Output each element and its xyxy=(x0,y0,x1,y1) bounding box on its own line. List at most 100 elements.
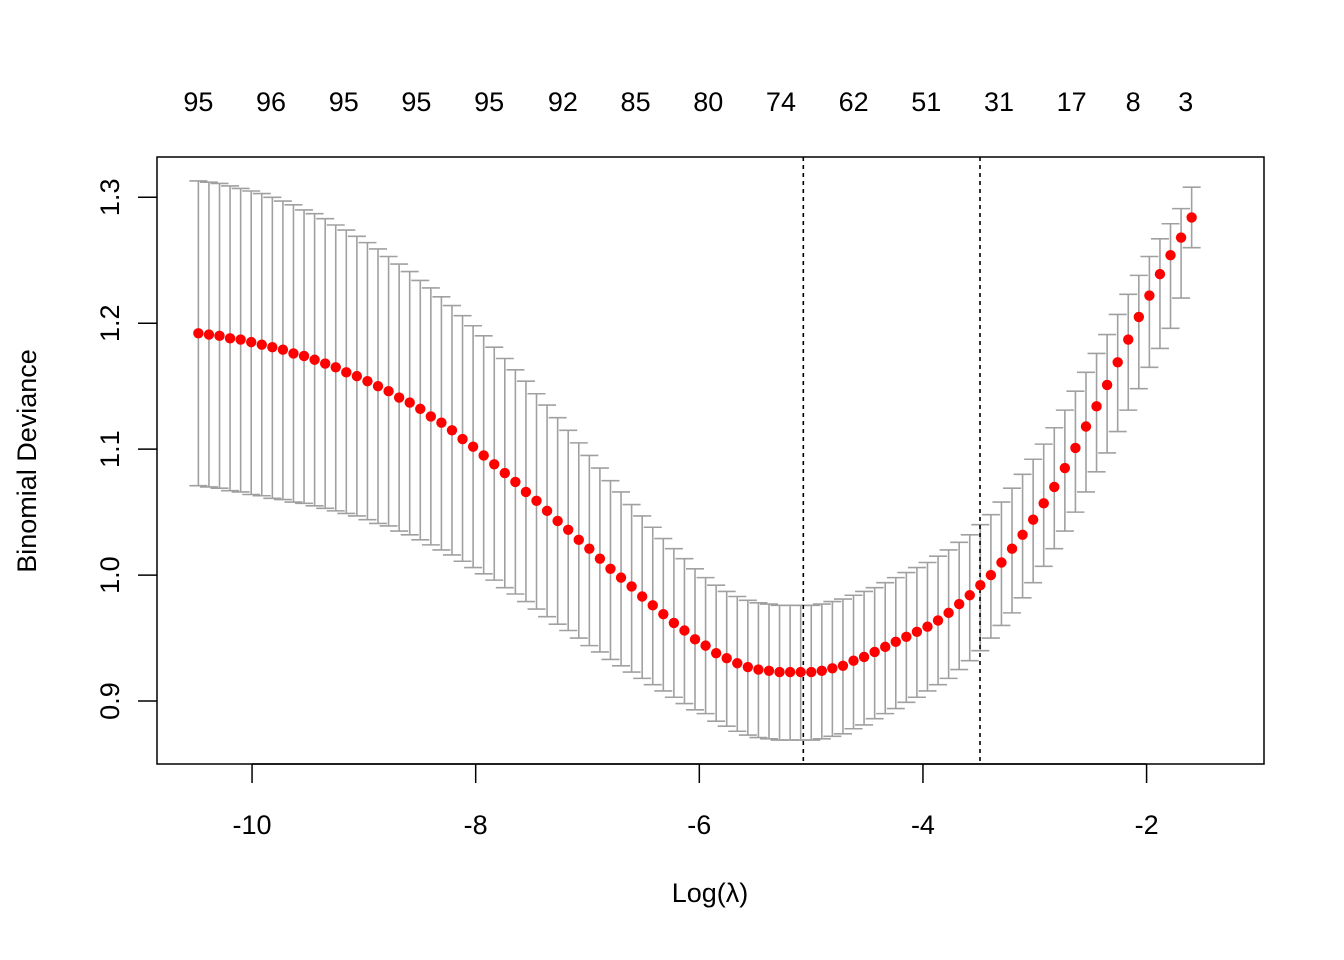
mean-point xyxy=(732,658,743,669)
mean-point xyxy=(922,621,933,632)
y-tick-label: 1.1 xyxy=(95,430,125,468)
mean-point xyxy=(1101,379,1113,391)
mean-point xyxy=(1017,529,1028,541)
errorbar-84 xyxy=(1076,371,1095,493)
top-count-label: 17 xyxy=(1057,87,1087,117)
mean-point xyxy=(415,403,426,415)
top-count-label: 95 xyxy=(329,87,359,117)
mean-point xyxy=(393,392,405,403)
mean-point xyxy=(594,553,606,564)
mean-point xyxy=(309,354,320,365)
mean-point xyxy=(806,666,817,678)
mean-point xyxy=(1070,442,1081,454)
mean-point xyxy=(848,655,859,666)
mean-point xyxy=(341,367,352,378)
mean-point xyxy=(816,665,828,677)
mean-point xyxy=(763,665,775,677)
mean-point xyxy=(911,626,923,637)
mean-point xyxy=(351,370,363,382)
mean-point xyxy=(531,495,542,506)
mean-point xyxy=(573,534,584,546)
top-count-label: 62 xyxy=(839,87,869,117)
mean-point xyxy=(214,330,225,342)
mean-point xyxy=(298,350,310,362)
x-tick-label: -10 xyxy=(233,810,272,840)
mean-point xyxy=(1144,290,1155,301)
y-tick-label: 1.0 xyxy=(95,556,125,594)
top-count-label: 95 xyxy=(474,87,504,117)
mean-point xyxy=(256,339,267,350)
y-tick-label: 1.2 xyxy=(95,304,125,342)
mean-point xyxy=(467,441,479,452)
mean-point xyxy=(721,653,732,664)
errorbar-93 xyxy=(1172,207,1191,299)
mean-point xyxy=(953,598,965,610)
top-count-label: 96 xyxy=(256,87,286,117)
mean-point xyxy=(1112,357,1123,368)
mean-point xyxy=(753,664,764,675)
mean-point xyxy=(615,572,627,583)
lambda-reference-lines xyxy=(802,157,981,764)
mean-point xyxy=(890,636,901,648)
errorbar-91 xyxy=(1150,238,1169,350)
x-tick-label: -4 xyxy=(911,810,935,840)
mean-point xyxy=(784,666,796,678)
mean-point xyxy=(541,505,553,517)
mean-point xyxy=(700,640,711,651)
mean-point xyxy=(404,397,415,408)
mean-point xyxy=(330,362,341,373)
mean-point xyxy=(1133,311,1145,323)
mean-point xyxy=(1175,232,1187,243)
mean-point xyxy=(372,380,384,392)
errorbar-90 xyxy=(1140,255,1159,369)
mean-point xyxy=(996,557,1007,568)
mean-point xyxy=(858,651,870,663)
mean-point xyxy=(1154,268,1166,280)
mean-point xyxy=(425,411,437,422)
top-count-label: 92 xyxy=(548,87,578,117)
mean-point xyxy=(319,358,331,369)
mean-point xyxy=(584,543,595,554)
mean-point xyxy=(246,336,257,348)
mean-point xyxy=(552,515,563,527)
mean-point xyxy=(636,591,648,602)
y-axis: 0.9 1.0 1.1 1.2 1.3 xyxy=(95,179,157,720)
mean-point xyxy=(837,660,849,671)
mean-point xyxy=(510,476,521,488)
mean-point xyxy=(679,625,690,636)
mean-point xyxy=(880,641,891,653)
mean-point xyxy=(499,467,511,479)
mean-point xyxy=(1165,250,1176,261)
mean-point xyxy=(943,607,954,619)
x-tick-label: -2 xyxy=(1135,810,1159,840)
mean-point xyxy=(489,459,500,470)
errorbar-86 xyxy=(1098,333,1117,454)
mean-point xyxy=(1186,212,1197,223)
x-axis-title: Log(λ) xyxy=(672,878,749,908)
mean-point xyxy=(689,634,701,645)
mean-point xyxy=(668,617,680,629)
mean-point xyxy=(658,608,669,620)
mean-point xyxy=(795,666,806,678)
mean-point xyxy=(1027,514,1039,525)
y-tick-label: 1.3 xyxy=(95,179,125,217)
mean-point xyxy=(203,329,215,340)
mean-point xyxy=(563,524,574,535)
top-count-label: 74 xyxy=(766,87,796,117)
mean-point xyxy=(436,417,447,428)
errorbar-85 xyxy=(1087,352,1106,473)
top-count-label: 3 xyxy=(1178,87,1193,117)
mean-point xyxy=(383,386,394,397)
mean-point xyxy=(520,486,532,498)
mean-point xyxy=(605,563,616,575)
top-count-label: 95 xyxy=(183,87,213,117)
mean-point xyxy=(1080,421,1092,432)
mean-point xyxy=(478,450,489,461)
mean-point xyxy=(362,375,373,387)
plot-frame xyxy=(156,156,1265,765)
mean-point xyxy=(1123,334,1134,345)
mean-point xyxy=(932,615,944,626)
mean-point xyxy=(457,433,468,445)
x-axis: -10 -8 -6 -4 -2 xyxy=(233,763,1159,840)
